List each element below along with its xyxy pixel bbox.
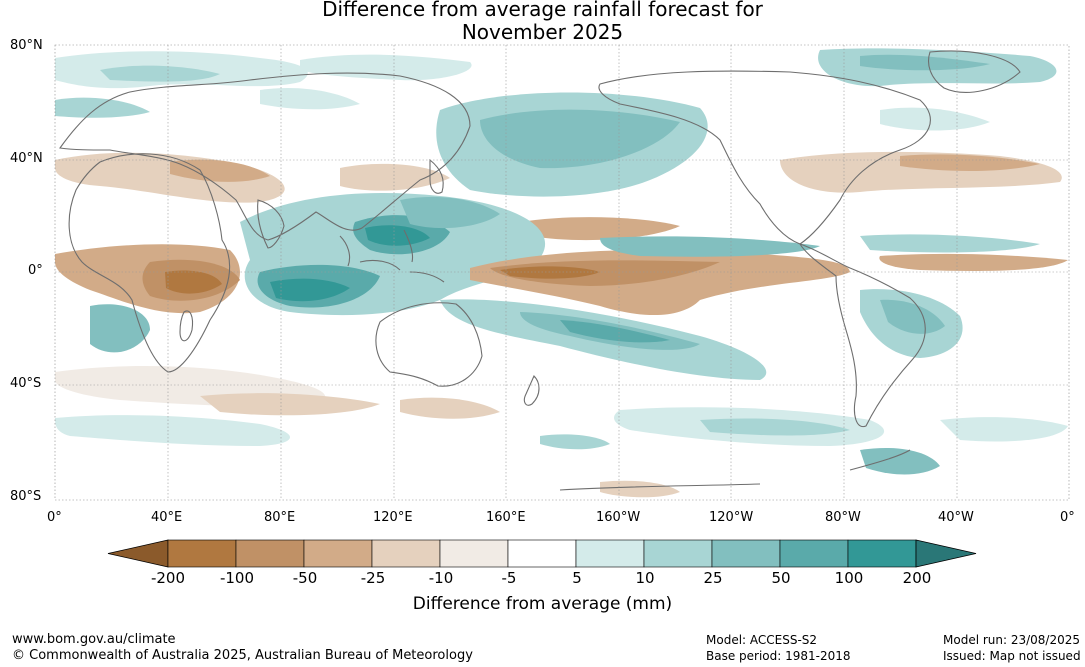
rainfall-anomaly-fields (55, 48, 1068, 498)
colorbar-label: Difference from average (mm) (412, 594, 673, 614)
footer-issued: Issued: Map not issued (943, 649, 1081, 663)
colorbar-cell (575, 539, 645, 568)
rainfall-map (54, 44, 1070, 501)
lon-label-40e: 40°E (151, 510, 183, 525)
map-title-line-2: November 2025 (461, 20, 624, 44)
lon-label-160w: 160°W (596, 510, 641, 525)
colorbar (107, 539, 977, 568)
colorbar-cell (507, 539, 577, 568)
footer-url: www.bom.gov.au/climate (12, 632, 176, 647)
colorbar-tick: -5 (501, 569, 517, 587)
map-frame (54, 44, 1070, 501)
colorbar-extend-high (915, 539, 977, 568)
colorbar-tick: 25 (703, 569, 723, 587)
colorbar-cell (167, 539, 237, 568)
lon-label-120w: 120°W (709, 510, 754, 525)
graticule (55, 45, 1069, 500)
footer-base-period: Base period: 1981-2018 (706, 649, 851, 663)
map-title-line-1: Difference from average rainfall forecas… (322, 0, 763, 21)
footer-model-run: Model run: 23/08/2025 (943, 633, 1081, 647)
lon-label-0-left: 0° (47, 510, 62, 525)
colorbar-tick: 200 (902, 569, 932, 587)
lon-label-80e: 80°E (264, 510, 296, 525)
colorbar-cell (711, 539, 781, 568)
lat-label-80s: 80°S (10, 489, 42, 504)
colorbar-tick: 5 (572, 569, 582, 587)
lon-label-120e: 120°E (373, 510, 413, 525)
colorbar-tick: 10 (635, 569, 655, 587)
lon-label-40w: 40°W (938, 510, 974, 525)
colorbar-tick: -100 (219, 569, 255, 587)
colorbar-tick: 100 (834, 569, 864, 587)
colorbar-extend-low (107, 539, 169, 568)
lat-label-40s: 40°S (10, 376, 42, 391)
colorbar-cell (303, 539, 373, 568)
lat-label-40n: 40°N (10, 151, 43, 166)
colorbar-tick: -25 (360, 569, 386, 587)
lat-label-0: 0° (28, 263, 43, 278)
coastlines (59, 50, 1021, 491)
colorbar-tick: -50 (292, 569, 318, 587)
colorbar-cell (847, 539, 917, 568)
colorbar-tick: -10 (428, 569, 454, 587)
colorbar-cell (643, 539, 713, 568)
lon-label-80w: 80°W (825, 510, 861, 525)
colorbar-cell (779, 539, 849, 568)
colorbar-cell (439, 539, 509, 568)
colorbar-tick: -200 (150, 569, 186, 587)
lat-label-80n: 80°N (10, 38, 43, 53)
colorbar-cell (235, 539, 305, 568)
footer-model: Model: ACCESS-S2 (706, 633, 818, 647)
lon-label-0-right: 0° (1060, 510, 1075, 525)
lon-label-160e: 160°E (486, 510, 526, 525)
colorbar-cell (371, 539, 441, 568)
colorbar-tick: 50 (771, 569, 791, 587)
footer-copyright: © Commonwealth of Australia 2025, Austra… (12, 648, 473, 663)
